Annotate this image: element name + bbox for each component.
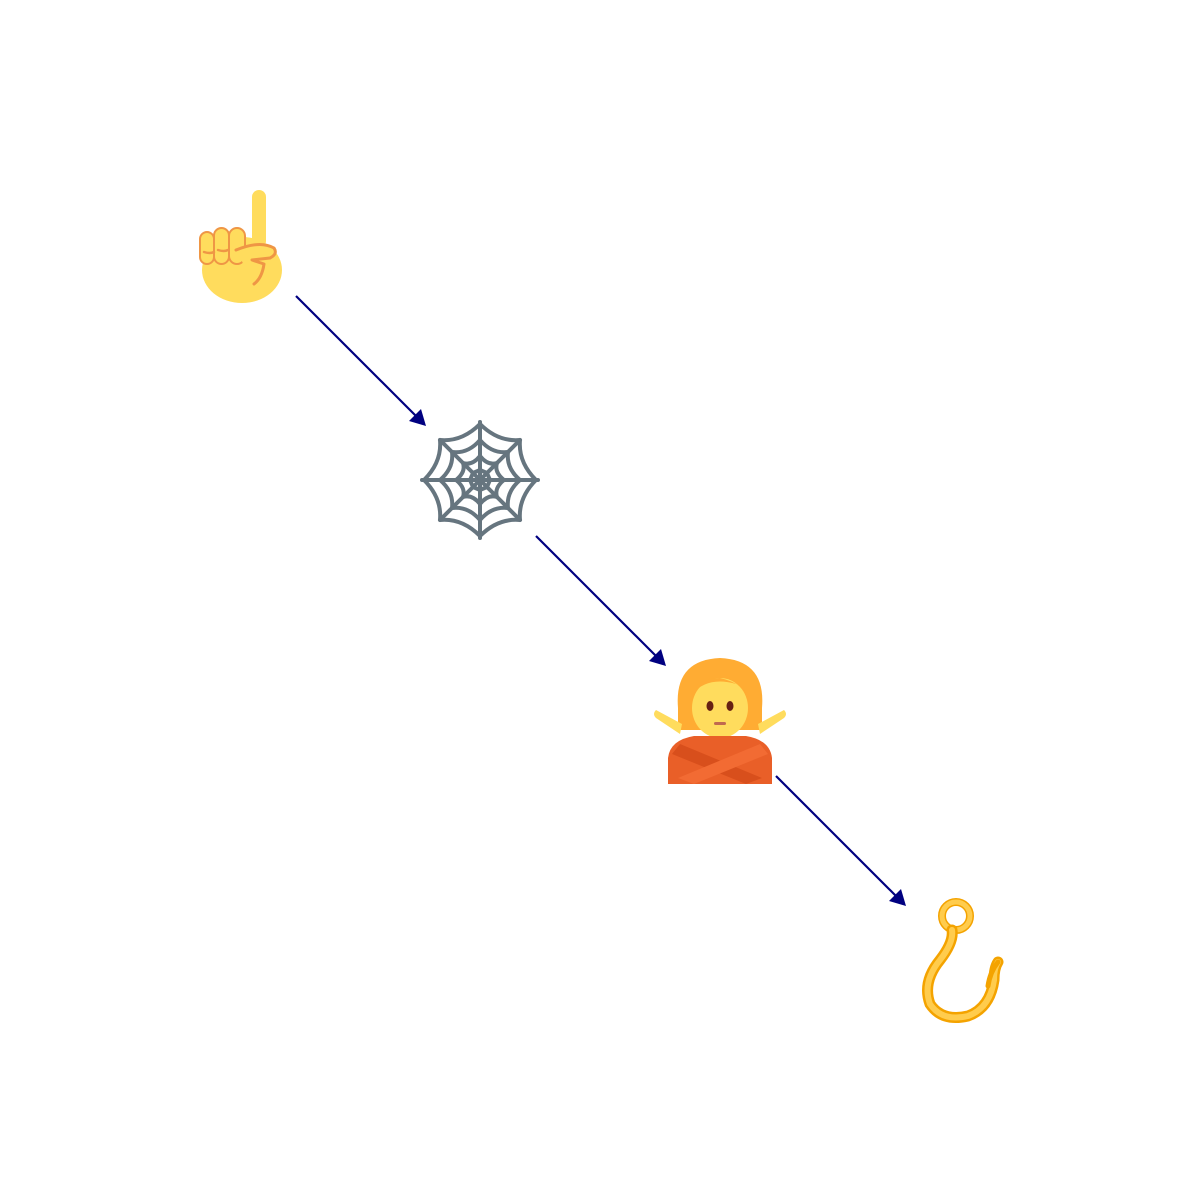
diagram-node-2	[410, 410, 550, 550]
arrowhead-icon	[649, 649, 666, 666]
spider-web-icon	[420, 420, 540, 540]
edge-2	[535, 535, 666, 666]
person-gesturing-no-icon	[654, 658, 786, 784]
hook-icon	[922, 898, 1004, 1023]
arrowhead-icon	[409, 409, 426, 426]
diagram-node-3	[650, 650, 790, 790]
diagram-node-1	[170, 170, 310, 310]
edge-3	[775, 775, 906, 906]
index-pointing-up-icon	[199, 190, 282, 303]
edge-1	[295, 295, 426, 426]
arrowhead-icon	[889, 889, 906, 906]
diagram-node-4	[890, 890, 1030, 1030]
